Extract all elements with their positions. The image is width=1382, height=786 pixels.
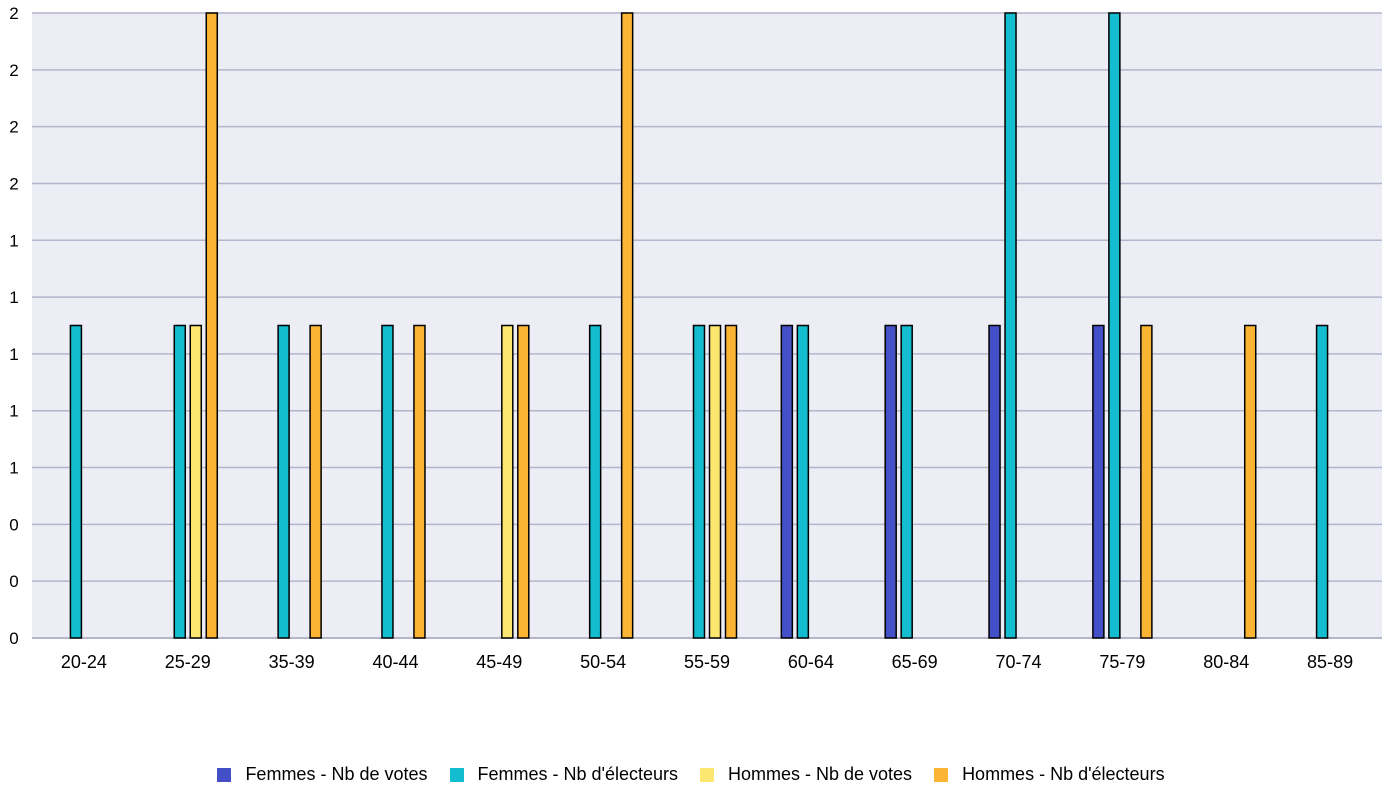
bar — [517, 324, 530, 639]
bar — [900, 324, 913, 639]
legend-item: Hommes - Nb de votes — [700, 764, 912, 785]
legend-swatch — [934, 767, 949, 782]
bar — [1140, 324, 1153, 639]
legend: Femmes - Nb de votes Femmes - Nb d'électe… — [0, 764, 1382, 785]
x-tick-label: 35-39 — [269, 652, 315, 672]
bar-chart: 0 0 0 1 1 1 1 1 2 2 2 2 20-24 25-29 35-39 40-44 45-49 50… — [9, 4, 1382, 672]
bar — [988, 324, 1001, 639]
bar — [189, 324, 203, 639]
gridlines — [32, 12, 1382, 639]
bar — [205, 12, 219, 639]
x-axis-ticks: 20-24 25-29 35-39 40-44 45-49 50-54 55-59 60-64… — [61, 652, 1353, 672]
bar — [1092, 324, 1105, 639]
legend-label: Hommes - Nb de votes — [728, 764, 913, 784]
bar — [413, 324, 426, 639]
y-tick-label: 1 — [9, 459, 18, 478]
bar — [708, 324, 722, 639]
bar — [501, 324, 514, 639]
x-tick-label: 55-59 — [684, 652, 730, 672]
bar — [1004, 12, 1017, 639]
y-tick-label: 0 — [9, 515, 18, 534]
y-tick-label: 2 — [9, 61, 18, 80]
x-tick-label: 80-84 — [1203, 652, 1249, 672]
legend-label: Femmes - Nb d'électeurs — [477, 764, 679, 784]
x-tick-label: 60-64 — [788, 652, 834, 672]
x-tick-label: 50-54 — [580, 652, 626, 672]
legend-item: Femmes - Nb d'électeurs — [449, 764, 679, 785]
bar — [69, 324, 83, 639]
bar — [1315, 324, 1329, 639]
bar — [884, 324, 897, 639]
bar — [780, 324, 794, 639]
plot-area — [32, 13, 1382, 638]
legend-item: Femmes - Nb de votes — [217, 764, 428, 785]
y-tick-label: 1 — [9, 288, 18, 307]
y-tick-label: 0 — [9, 572, 18, 591]
y-tick-label: 2 — [9, 174, 18, 193]
y-tick-label: 1 — [9, 345, 18, 364]
bar — [1243, 324, 1257, 639]
bar — [1108, 12, 1121, 639]
legend-label: Hommes - Nb d'électeurs — [962, 764, 1165, 784]
x-tick-label: 65-69 — [892, 652, 938, 672]
y-tick-label: 0 — [9, 629, 18, 648]
bar — [724, 324, 738, 639]
legend-swatch — [217, 767, 232, 782]
x-tick-label: 70-74 — [996, 652, 1042, 672]
y-tick-label: 2 — [9, 4, 18, 23]
bars — [69, 12, 1329, 639]
legend-swatch — [700, 767, 714, 782]
y-tick-label: 1 — [9, 231, 18, 250]
legend-swatch — [449, 767, 464, 782]
bar — [692, 324, 706, 639]
x-tick-label: 45-49 — [476, 652, 522, 672]
x-tick-label: 20-24 — [61, 652, 107, 672]
bar — [277, 324, 290, 639]
bar — [381, 324, 394, 639]
legend-item: Hommes - Nb d'électeurs — [934, 764, 1165, 785]
legend-label: Femmes - Nb de votes — [245, 764, 428, 784]
bar — [588, 324, 602, 639]
bar — [173, 324, 187, 639]
bar — [309, 324, 322, 639]
y-axis-ticks: 0 0 0 1 1 1 1 1 2 2 2 2 — [9, 4, 18, 648]
bar — [620, 12, 634, 639]
y-tick-label: 1 — [9, 402, 18, 421]
x-tick-label: 40-44 — [372, 652, 418, 672]
x-tick-label: 25-29 — [165, 652, 211, 672]
y-tick-label: 2 — [9, 118, 18, 137]
x-tick-label: 75-79 — [1099, 652, 1145, 672]
bar — [796, 324, 810, 639]
x-tick-label: 85-89 — [1307, 652, 1353, 672]
